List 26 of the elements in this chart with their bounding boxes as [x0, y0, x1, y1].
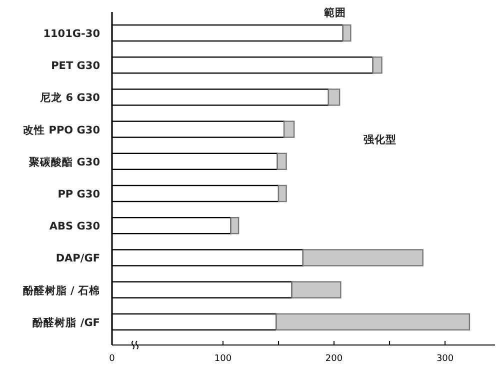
bar — [302, 249, 424, 266]
x-tick-label: 300 — [436, 354, 454, 364]
x-tick-label: 100 — [214, 354, 232, 364]
y-tick-label: PET G30 — [51, 60, 100, 72]
bar — [276, 152, 287, 170]
x-tick-label: 200 — [325, 354, 343, 364]
y-tick-label: 改性 PPO G30 — [23, 123, 100, 136]
y-tick-label: DAP/GF — [56, 252, 100, 265]
bar — [372, 56, 382, 74]
x-tick-label: 0 — [109, 354, 116, 364]
bar — [278, 184, 287, 202]
bar — [276, 313, 470, 330]
y-tick-label: 酚醛树脂 /GF — [32, 316, 100, 329]
bar — [230, 217, 240, 234]
y-tick-label: PP G30 — [58, 188, 100, 200]
bar — [342, 24, 352, 42]
y-tick-label: 1101G-30 — [43, 28, 100, 40]
y-tick-label: 酚醛树脂 / 石棉 — [22, 284, 100, 297]
y-tick-label: 尼龙 6 G30 — [39, 91, 100, 104]
y-tick-label: 聚碳酸酯 G30 — [28, 155, 100, 168]
annotation: 範囲 — [323, 6, 346, 19]
y-tick-label: ABS G30 — [49, 220, 100, 233]
bar — [283, 120, 295, 138]
annotation: 强化型 — [364, 133, 396, 146]
bar — [328, 88, 340, 106]
bar — [291, 281, 342, 298]
